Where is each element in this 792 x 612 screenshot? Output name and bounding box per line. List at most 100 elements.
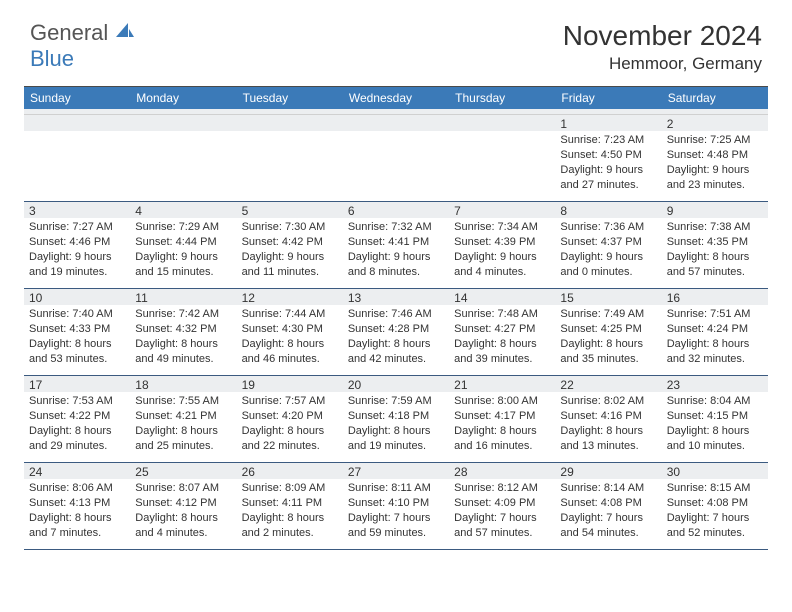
sunset-text: Sunset: 4:28 PM [348,322,444,337]
daylight-text: Daylight: 8 hours and 57 minutes. [667,250,763,280]
sunrise-text: Sunrise: 7:38 AM [667,220,763,235]
sunset-text: Sunset: 4:15 PM [667,409,763,424]
day-number: 12 [237,289,343,305]
day-body: Sunrise: 8:12 AMSunset: 4:09 PMDaylight:… [449,479,555,544]
sunset-text: Sunset: 4:12 PM [135,496,231,511]
day-body: Sunrise: 7:48 AMSunset: 4:27 PMDaylight:… [449,305,555,370]
sunrise-text: Sunrise: 7:44 AM [242,307,338,322]
logo-text-1: General [30,20,108,46]
sunrise-text: Sunrise: 8:00 AM [454,394,550,409]
day-cell: 2Sunrise: 7:25 AMSunset: 4:48 PMDaylight… [662,115,768,201]
day-body: Sunrise: 7:44 AMSunset: 4:30 PMDaylight:… [237,305,343,370]
day-body: Sunrise: 7:32 AMSunset: 4:41 PMDaylight:… [343,218,449,283]
week-row: 24Sunrise: 8:06 AMSunset: 4:13 PMDayligh… [24,463,768,550]
day-number: 21 [449,376,555,392]
daylight-text: Daylight: 8 hours and 7 minutes. [29,511,125,541]
day-number: 16 [662,289,768,305]
day-body: Sunrise: 7:23 AMSunset: 4:50 PMDaylight:… [555,131,661,196]
sunrise-text: Sunrise: 8:14 AM [560,481,656,496]
day-number [130,115,236,131]
day-number: 5 [237,202,343,218]
daylight-text: Daylight: 8 hours and 32 minutes. [667,337,763,367]
day-body: Sunrise: 7:55 AMSunset: 4:21 PMDaylight:… [130,392,236,457]
day-cell: 5Sunrise: 7:30 AMSunset: 4:42 PMDaylight… [237,202,343,288]
weeks-container: 1Sunrise: 7:23 AMSunset: 4:50 PMDaylight… [24,115,768,550]
calendar: Sunday Monday Tuesday Wednesday Thursday… [24,86,768,550]
day-cell: 1Sunrise: 7:23 AMSunset: 4:50 PMDaylight… [555,115,661,201]
day-number: 24 [24,463,130,479]
day-cell: 30Sunrise: 8:15 AMSunset: 4:08 PMDayligh… [662,463,768,549]
sunrise-text: Sunrise: 7:40 AM [29,307,125,322]
day-number: 19 [237,376,343,392]
dow-friday: Friday [555,87,661,109]
day-number: 7 [449,202,555,218]
sunset-text: Sunset: 4:50 PM [560,148,656,163]
sunset-text: Sunset: 4:24 PM [667,322,763,337]
day-cell: 3Sunrise: 7:27 AMSunset: 4:46 PMDaylight… [24,202,130,288]
day-body [130,131,236,137]
day-number: 30 [662,463,768,479]
day-cell: 16Sunrise: 7:51 AMSunset: 4:24 PMDayligh… [662,289,768,375]
day-number: 17 [24,376,130,392]
day-body: Sunrise: 8:09 AMSunset: 4:11 PMDaylight:… [237,479,343,544]
day-cell: 10 Sunrise: 7:40 AMSunset: 4:33 PMDayligh… [24,289,130,375]
day-number: 20 [343,376,449,392]
sunset-text: Sunset: 4:08 PM [667,496,763,511]
sunset-text: Sunset: 4:13 PM [29,496,125,511]
day-cell [24,115,130,201]
sunset-text: Sunset: 4:33 PM [29,322,125,337]
sunset-text: Sunset: 4:27 PM [454,322,550,337]
daylight-text: Daylight: 8 hours and 53 minutes. [29,337,125,367]
day-body: Sunrise: 8:04 AMSunset: 4:15 PMDaylight:… [662,392,768,457]
sunset-text: Sunset: 4:17 PM [454,409,550,424]
day-number: 1 [555,115,661,131]
sunset-text: Sunset: 4:18 PM [348,409,444,424]
day-body: Sunrise: 7:59 AMSunset: 4:18 PMDaylight:… [343,392,449,457]
day-body: Sunrise: 7:53 AMSunset: 4:22 PMDaylight:… [24,392,130,457]
day-number: 25 [130,463,236,479]
sunrise-text: Sunrise: 7:53 AM [29,394,125,409]
week-row: 3Sunrise: 7:27 AMSunset: 4:46 PMDaylight… [24,202,768,289]
sunrise-text: Sunrise: 8:02 AM [560,394,656,409]
logo-text-2: Blue [30,46,74,71]
dow-monday: Monday [130,87,236,109]
dow-wednesday: Wednesday [343,87,449,109]
day-body: Sunrise: 8:15 AMSunset: 4:08 PMDaylight:… [662,479,768,544]
day-body: Sunrise: 8:14 AMSunset: 4:08 PMDaylight:… [555,479,661,544]
dow-saturday: Saturday [662,87,768,109]
sunset-text: Sunset: 4:09 PM [454,496,550,511]
location-label: Hemmoor, Germany [563,54,762,74]
day-number [24,115,130,131]
week-row: 10Sunrise: 7:40 AMSunset: 4:33 PMDayligh… [24,289,768,376]
logo: General [30,20,136,46]
day-cell [343,115,449,201]
daylight-text: Daylight: 8 hours and 35 minutes. [560,337,656,367]
day-body: Sunrise: 7:51 AMSunset: 4:24 PMDaylight:… [662,305,768,370]
daylight-text: Daylight: 8 hours and 25 minutes. [135,424,231,454]
dow-thursday: Thursday [449,87,555,109]
day-number: 29 [555,463,661,479]
day-cell: 23Sunrise: 8:04 AMSunset: 4:15 PMDayligh… [662,376,768,462]
day-cell [237,115,343,201]
day-number: 10 [24,289,130,305]
day-cell: 6Sunrise: 7:32 AMSunset: 4:41 PMDaylight… [343,202,449,288]
day-cell: 7Sunrise: 7:34 AMSunset: 4:39 PMDaylight… [449,202,555,288]
daylight-text: Daylight: 9 hours and 23 minutes. [667,163,763,193]
day-cell [130,115,236,201]
sunrise-text: Sunrise: 7:48 AM [454,307,550,322]
day-number: 13 [343,289,449,305]
day-body: Sunrise: 7:34 AMSunset: 4:39 PMDaylight:… [449,218,555,283]
day-body: Sunrise: 7:57 AMSunset: 4:20 PMDaylight:… [237,392,343,457]
sunset-text: Sunset: 4:20 PM [242,409,338,424]
sunset-text: Sunset: 4:41 PM [348,235,444,250]
day-number [343,115,449,131]
day-body [343,131,449,137]
daylight-text: Daylight: 8 hours and 16 minutes. [454,424,550,454]
day-cell: 14Sunrise: 7:48 AMSunset: 4:27 PMDayligh… [449,289,555,375]
sunset-text: Sunset: 4:22 PM [29,409,125,424]
day-body: Sunrise: 7:30 AMSunset: 4:42 PMDaylight:… [237,218,343,283]
sunrise-text: Sunrise: 7:30 AM [242,220,338,235]
sunrise-text: Sunrise: 7:36 AM [560,220,656,235]
day-cell: 15Sunrise: 7:49 AMSunset: 4:25 PMDayligh… [555,289,661,375]
day-cell: 25Sunrise: 8:07 AMSunset: 4:12 PMDayligh… [130,463,236,549]
